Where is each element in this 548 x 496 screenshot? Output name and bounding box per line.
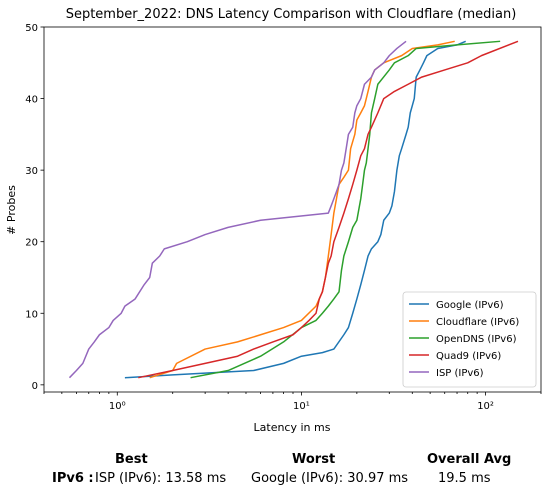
series-line-quad9-ipv6	[138, 40, 519, 379]
series-line-google-ipv6	[124, 40, 466, 379]
series-line-isp-ipv6	[68, 40, 407, 379]
plot-area	[68, 40, 519, 379]
best-value: ISP (IPv6): 13.58 ms	[95, 471, 227, 486]
legend-entry: Quad9 (IPv6)	[436, 351, 501, 362]
x-tick-label: 10¹	[293, 401, 310, 412]
y-tick-label: 10	[25, 309, 38, 320]
y-tick-label: 40	[25, 95, 38, 106]
plot-frame	[43, 26, 542, 393]
legend: Google (IPv6) Cloudflare (IPv6) OpenDNS (I…	[402, 291, 537, 388]
latency-chart: September_2022: DNS Latency Comparison w…	[5, 7, 542, 434]
y-tick-label: 20	[25, 238, 38, 249]
ipv6-row-label: IPv6 :	[52, 471, 94, 486]
x-tick-label: 10⁰	[109, 401, 126, 412]
x-axis-label: Latency in ms	[254, 421, 331, 434]
legend-entry: Cloudflare (IPv6)	[436, 317, 519, 328]
x-axis: 10⁰ 10¹ 10²	[43, 392, 542, 412]
overall-avg-header: Overall Avg	[427, 452, 512, 467]
y-tick-label: 50	[25, 23, 38, 34]
worst-value: Google (IPv6): 30.97 ms	[251, 471, 409, 486]
best-header: Best	[115, 452, 148, 467]
legend-entry: ISP (IPv6)	[436, 368, 484, 379]
summary-table: Best Worst Overall Avg IPv6 : ISP (IPv6)…	[0, 448, 548, 496]
legend-entry: Google (IPv6)	[436, 300, 504, 311]
y-tick-label: 0	[32, 381, 38, 392]
legend-entry: OpenDNS (IPv6)	[436, 334, 517, 345]
legend-box	[402, 291, 537, 388]
overall-avg-value: 19.5 ms	[438, 471, 491, 486]
y-tick-label: 30	[25, 166, 38, 177]
y-axis-label: # Probes	[5, 185, 18, 235]
x-tick-label: 10²	[477, 401, 494, 412]
series-line-opendns-ipv6	[190, 40, 501, 379]
worst-header: Worst	[292, 452, 336, 467]
chart-title: September_2022: DNS Latency Comparison w…	[66, 7, 517, 22]
y-axis: 0 10 20 30 40 50	[25, 23, 44, 392]
